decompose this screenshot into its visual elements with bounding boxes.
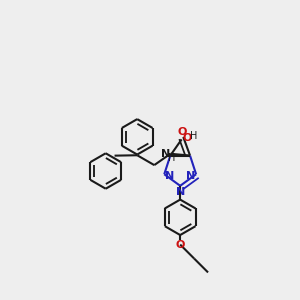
- Text: O: O: [176, 240, 185, 250]
- Text: O: O: [177, 127, 186, 137]
- Text: H: H: [190, 130, 197, 141]
- Text: N: N: [186, 171, 195, 181]
- Text: H: H: [168, 153, 175, 163]
- Text: N: N: [165, 171, 175, 181]
- Text: N: N: [176, 187, 185, 196]
- Text: N: N: [161, 149, 171, 159]
- Text: O: O: [183, 133, 192, 143]
